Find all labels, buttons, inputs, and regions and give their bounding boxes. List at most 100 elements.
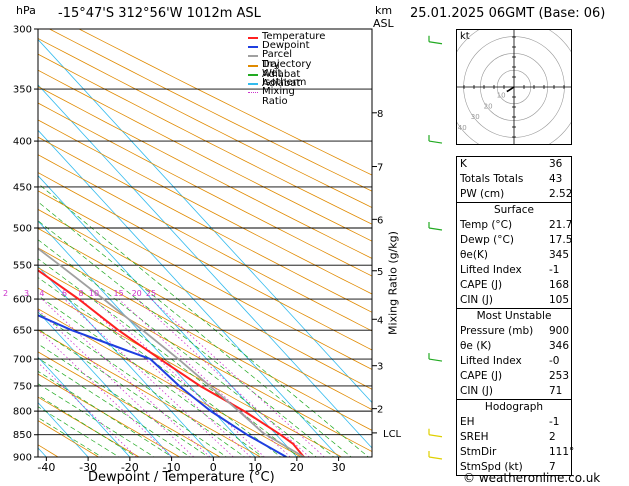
series-parcel-trajectory: [38, 247, 305, 457]
mixing-ratio-label: 20: [132, 289, 142, 298]
legend-swatch: [248, 92, 258, 94]
index-label: SREH: [460, 431, 489, 443]
index-label: Temp (°C): [460, 219, 513, 231]
x-tick-label: 10: [248, 461, 262, 474]
index-row: K 36: [457, 157, 571, 172]
legend-label: Wet Adiabat: [262, 67, 301, 89]
index-row: θe(K) 345: [457, 248, 571, 263]
copyright: © weatheronline.co.uk: [463, 471, 601, 485]
index-label: StmDir: [460, 446, 497, 458]
mixing-ratio-label: 2: [3, 289, 8, 298]
index-label: CAPE (J): [460, 370, 503, 382]
series-temperature: [38, 269, 305, 457]
mixing-ratio-line: [136, 298, 310, 457]
index-label: CAPE (J): [460, 279, 503, 291]
index-value: 21.7: [549, 219, 573, 231]
location-label: -15°47'S 312°56'W 1012m ASL: [58, 6, 261, 21]
isotherm-line: [38, 175, 298, 457]
pressure-label: 650: [13, 326, 32, 337]
wet-adiabat-line: [38, 201, 352, 457]
index-value: -1: [549, 264, 560, 276]
index-value: 346: [549, 340, 570, 352]
index-label: EH: [460, 416, 475, 428]
index-value: 17.5: [549, 234, 573, 246]
hodograph-trace: [506, 86, 515, 93]
index-label: K: [460, 158, 467, 170]
most-unstable-section: Most Unstable Pressure (mb) 900 θe (K) 346 L…: [457, 308, 571, 399]
legend-label: Mixing Ratio: [262, 86, 295, 108]
wet-adiabat-line: [38, 343, 209, 457]
mixing-ratio-label: 25: [146, 289, 156, 298]
wind-barb: [428, 140, 443, 144]
x-tick-label: -30: [79, 461, 97, 474]
hpa-label: hPa: [16, 4, 36, 17]
x-tick-label: 30: [332, 461, 346, 474]
index-row: PW (cm) 2.52: [457, 187, 572, 202]
plot-frame: [37, 28, 373, 458]
index-label: StmSpd (kt): [460, 461, 523, 473]
hodograph-panel: kt 10 20 30 40: [456, 29, 572, 145]
index-row: EH -1: [457, 415, 571, 430]
surface-section: Surface Temp (°C) 21.7 Dewp (°C) 17.5 θe(K) 3…: [457, 202, 573, 308]
wind-barb: [428, 358, 443, 362]
pressure-label: 550: [13, 261, 32, 272]
pressure-label: 750: [13, 382, 32, 393]
km-tick-label: 2: [377, 405, 383, 416]
x-tick-label: 20: [290, 461, 304, 474]
x-tick-label: -40: [37, 461, 55, 474]
wind-barb: [428, 227, 443, 231]
index-row: CAPE (J) 253: [457, 369, 571, 384]
index-row: StmSpd (kt) 7: [457, 460, 571, 475]
index-label: θe (K): [460, 340, 492, 352]
pressure-label: 400: [13, 137, 32, 148]
index-row: Dewp (°C) 17.5: [457, 233, 573, 248]
pressure-label: 700: [13, 355, 32, 366]
legend-swatch: [248, 55, 258, 58]
index-label: CIN (J): [460, 294, 493, 306]
pressure-label: 600: [13, 295, 32, 306]
wet-adiabat-line: [38, 220, 335, 457]
index-value: 168: [549, 279, 570, 291]
legend-swatch: [248, 37, 258, 39]
km-tick-label: 3: [377, 362, 383, 373]
index-row: Totals Totals 43: [457, 172, 571, 187]
axes: 1234681015202530035040045050055060065070…: [3, 25, 402, 475]
index-value: -1: [549, 416, 560, 428]
mixing-ratio-line: [80, 298, 251, 457]
series-dewpoint: [38, 314, 287, 457]
wind-barb: [428, 456, 443, 460]
index-label: Lifted Index: [460, 264, 522, 276]
legend-label: Dry Adiabat: [262, 58, 301, 80]
index-row: θe (K) 346: [457, 339, 571, 354]
mixing-ratio-axis-title: Mixing Ratio (g/kg): [386, 231, 400, 335]
legend-label: Parcel Trajectory: [262, 49, 312, 71]
km-tick-label: LCL: [383, 429, 402, 440]
index-value: 7: [549, 461, 556, 473]
index-label: Dewp (°C): [460, 234, 514, 246]
wet-adiabat-line: [38, 312, 246, 457]
index-label: PW (cm): [460, 188, 505, 200]
legend-label: Dewpoint: [262, 40, 310, 52]
index-value: 43: [549, 173, 563, 185]
wet-adiabat-line: [38, 357, 191, 457]
index-value: -0: [549, 355, 560, 367]
legend-label: Temperature: [262, 31, 326, 42]
index-label: Lifted Index: [460, 355, 522, 367]
index-row: CIN (J) 105: [457, 293, 571, 308]
pressure-label: 350: [13, 85, 32, 96]
index-label: θe(K): [460, 249, 488, 261]
pressure-label: 800: [13, 407, 32, 418]
wind-barbs: [428, 35, 443, 460]
hodograph-kt-label: kt: [460, 31, 470, 42]
index-row: Pressure (mb) 900: [457, 324, 571, 339]
wet-adiabat-grid: [38, 183, 369, 457]
wet-adiabat-line: [38, 183, 369, 457]
km-label: km: [375, 4, 393, 17]
hodograph-section: Hodograph EH -1 SREH 2 StmDir 111° StmSpd (kt)…: [457, 399, 574, 475]
legend-label: Isotherm: [262, 77, 307, 88]
mixing-ratio-label: 6: [62, 289, 67, 298]
x-tick-label: -20: [121, 461, 139, 474]
mixing-ratio-label: 8: [78, 289, 83, 298]
mixing-ratio-label: 15: [114, 289, 124, 298]
index-label: Pressure (mb): [460, 325, 534, 337]
